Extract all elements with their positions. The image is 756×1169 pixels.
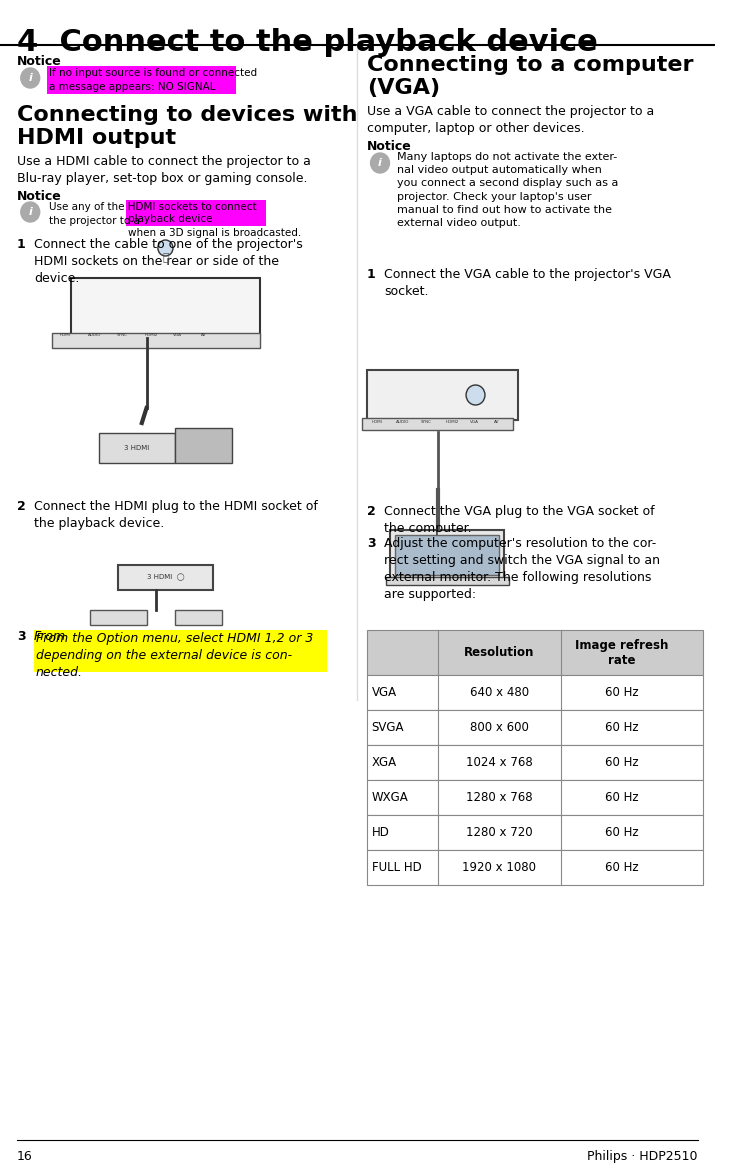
Circle shape [466, 385, 485, 404]
FancyBboxPatch shape [34, 630, 59, 641]
Text: XGA: XGA [371, 756, 397, 769]
Text: Many laptops do not activate the exter-
nal video output automatically when
you : Many laptops do not activate the exter- … [397, 152, 618, 228]
Text: playback device
when a 3D signal is broadcasted.: playback device when a 3D signal is broa… [128, 214, 301, 238]
Text: 1280 x 768: 1280 x 768 [466, 791, 532, 804]
Text: 1280 x 720: 1280 x 720 [466, 826, 532, 839]
Text: HDMI: HDMI [371, 420, 383, 424]
Text: Image refresh
rate: Image refresh rate [575, 638, 669, 666]
Text: Notice: Notice [17, 191, 62, 203]
Text: ⦿: ⦿ [162, 253, 169, 263]
Bar [395, 535, 499, 575]
FancyBboxPatch shape [367, 745, 703, 780]
Text: 60 Hz: 60 Hz [606, 756, 639, 769]
Text: AV: AV [494, 420, 500, 424]
FancyBboxPatch shape [125, 200, 265, 226]
Text: WXGA: WXGA [371, 791, 408, 804]
Text: 3: 3 [17, 630, 26, 643]
Text: VGA: VGA [173, 333, 182, 337]
Text: Connect the VGA plug to the VGA socket of
the computer.: Connect the VGA plug to the VGA socket o… [384, 505, 655, 535]
Text: Connecting to devices with
HDMI output: Connecting to devices with HDMI output [17, 105, 358, 148]
Text: Notice: Notice [17, 55, 62, 68]
Text: i: i [28, 72, 33, 83]
Bar [52, 333, 260, 348]
Text: 1024 x 768: 1024 x 768 [466, 756, 532, 769]
Text: 2: 2 [367, 505, 376, 518]
Text: Use a VGA cable to connect the projector to a
computer, laptop or other devices.: Use a VGA cable to connect the projector… [367, 105, 654, 134]
Bar [367, 371, 518, 420]
FancyBboxPatch shape [367, 710, 703, 745]
Text: 1920 x 1080: 1920 x 1080 [462, 862, 536, 874]
Text: i: i [28, 207, 33, 217]
Text: If no input source is found or connected
a message appears: NO SIGNAL: If no input source is found or connected… [49, 68, 257, 92]
Text: SYNC: SYNC [420, 420, 432, 424]
Text: 60 Hz: 60 Hz [606, 721, 639, 734]
Text: From the Option menu, select HDMI 1,2 or 3
depending on the external device is c: From the Option menu, select HDMI 1,2 or… [36, 632, 313, 679]
Text: HDMI2: HDMI2 [445, 420, 459, 424]
Text: Connect the cable to one of the projector's
HDMI sockets on the rear or side of : Connect the cable to one of the projecto… [34, 238, 303, 285]
Text: 16: 16 [17, 1150, 33, 1163]
FancyBboxPatch shape [367, 630, 703, 675]
Text: Connect the VGA cable to the projector's VGA
socket.: Connect the VGA cable to the projector's… [384, 268, 671, 298]
Bar [386, 577, 509, 584]
FancyBboxPatch shape [34, 630, 327, 672]
Text: 60 Hz: 60 Hz [606, 686, 639, 699]
Circle shape [21, 202, 40, 222]
Text: AUDIO: AUDIO [88, 333, 101, 337]
Bar [90, 610, 147, 625]
Text: 1: 1 [367, 268, 376, 281]
FancyBboxPatch shape [367, 815, 703, 850]
Text: VGA: VGA [371, 686, 397, 699]
Text: Philips · HDP2510: Philips · HDP2510 [587, 1150, 698, 1163]
Text: Adjust the computer's resolution to the cor-
rect setting and switch the VGA sig: Adjust the computer's resolution to the … [384, 537, 660, 601]
Text: AV: AV [201, 333, 207, 337]
Text: 800 x 600: 800 x 600 [469, 721, 528, 734]
Text: FULL HD: FULL HD [371, 862, 421, 874]
Text: 60 Hz: 60 Hz [606, 862, 639, 874]
Text: SVGA: SVGA [371, 721, 404, 734]
Text: HDMI2: HDMI2 [144, 333, 158, 337]
Bar [390, 530, 504, 580]
Text: AUDIO: AUDIO [396, 420, 410, 424]
FancyBboxPatch shape [367, 780, 703, 815]
Text: i: i [378, 158, 382, 168]
Bar [71, 278, 260, 338]
Text: Connecting to a computer
(VGA): Connecting to a computer (VGA) [367, 55, 693, 98]
Text: Resolution: Resolution [464, 646, 534, 659]
Text: 60 Hz: 60 Hz [606, 791, 639, 804]
Bar [175, 610, 222, 625]
Circle shape [158, 240, 173, 256]
Text: 4  Connect to the playback device: 4 Connect to the playback device [17, 28, 598, 57]
Text: HDMI: HDMI [60, 333, 70, 337]
Text: 3 HDMI: 3 HDMI [125, 445, 150, 451]
Text: 60 Hz: 60 Hz [606, 826, 639, 839]
FancyBboxPatch shape [367, 850, 703, 885]
Text: 3: 3 [367, 537, 376, 549]
Circle shape [21, 68, 40, 88]
Text: Notice: Notice [367, 140, 411, 153]
Text: SYNC: SYNC [116, 333, 127, 337]
Text: HD: HD [371, 826, 389, 839]
Bar [175, 428, 231, 463]
Bar [118, 565, 212, 590]
Bar [99, 433, 175, 463]
Circle shape [370, 153, 389, 173]
FancyBboxPatch shape [48, 65, 237, 94]
Text: From: From [34, 630, 67, 643]
Bar [362, 419, 513, 430]
Text: Use any of the HDMI sockets to connect
the projector to a: Use any of the HDMI sockets to connect t… [49, 202, 257, 226]
Text: Connect the HDMI plug to the HDMI socket of
the playback device.: Connect the HDMI plug to the HDMI socket… [34, 500, 318, 530]
Text: VGA: VGA [469, 420, 479, 424]
Text: 1: 1 [17, 238, 26, 251]
Text: Use a HDMI cable to connect the projector to a
Blu-ray player, set-top box or ga: Use a HDMI cable to connect the projecto… [17, 155, 311, 185]
Text: 2: 2 [17, 500, 26, 513]
Text: 640 x 480: 640 x 480 [469, 686, 528, 699]
FancyBboxPatch shape [367, 675, 703, 710]
Text: 3 HDMI  ◯: 3 HDMI ◯ [147, 573, 184, 581]
